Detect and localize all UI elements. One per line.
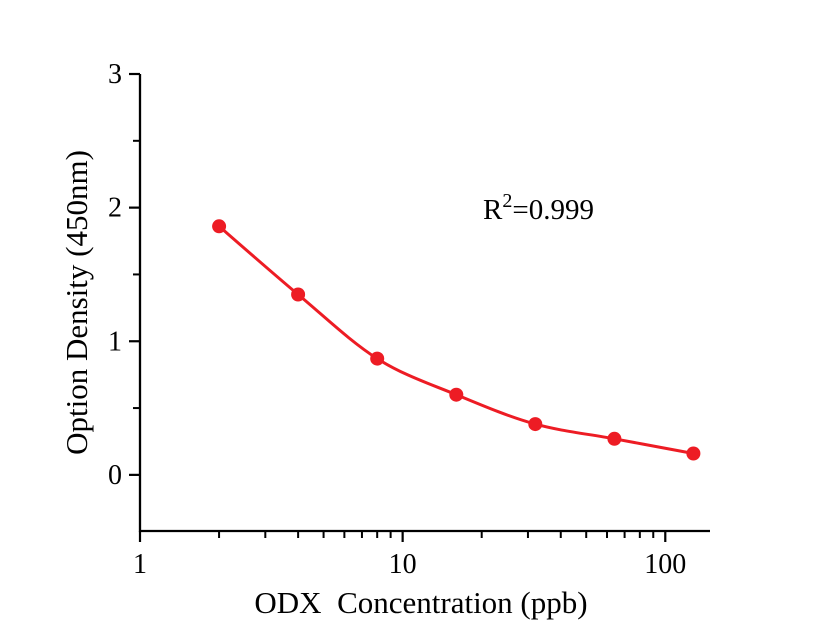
- y-axis-title: Option Density (450nm): [59, 150, 94, 455]
- x-tick-label: 10: [389, 549, 417, 580]
- data-point: [607, 431, 622, 446]
- y-tick-label: 2: [108, 193, 122, 224]
- x-tick-label: 100: [644, 549, 686, 580]
- x-tick-label: 1: [133, 549, 147, 580]
- data-point: [528, 417, 543, 432]
- r-squared-annotation: R2=0.999: [483, 190, 594, 226]
- data-point: [212, 219, 227, 234]
- y-tick-label: 3: [108, 59, 122, 90]
- y-tick-label: 0: [108, 460, 122, 491]
- data-point: [291, 287, 306, 302]
- data-point: [449, 387, 464, 402]
- data-point: [370, 351, 385, 366]
- axis-spines: [138, 74, 710, 533]
- fit-curve-line: [218, 225, 694, 455]
- x-axis-title: ODX Concentration (ppb): [254, 585, 587, 620]
- data-point: [686, 446, 701, 461]
- y-tick-label: 1: [108, 326, 122, 357]
